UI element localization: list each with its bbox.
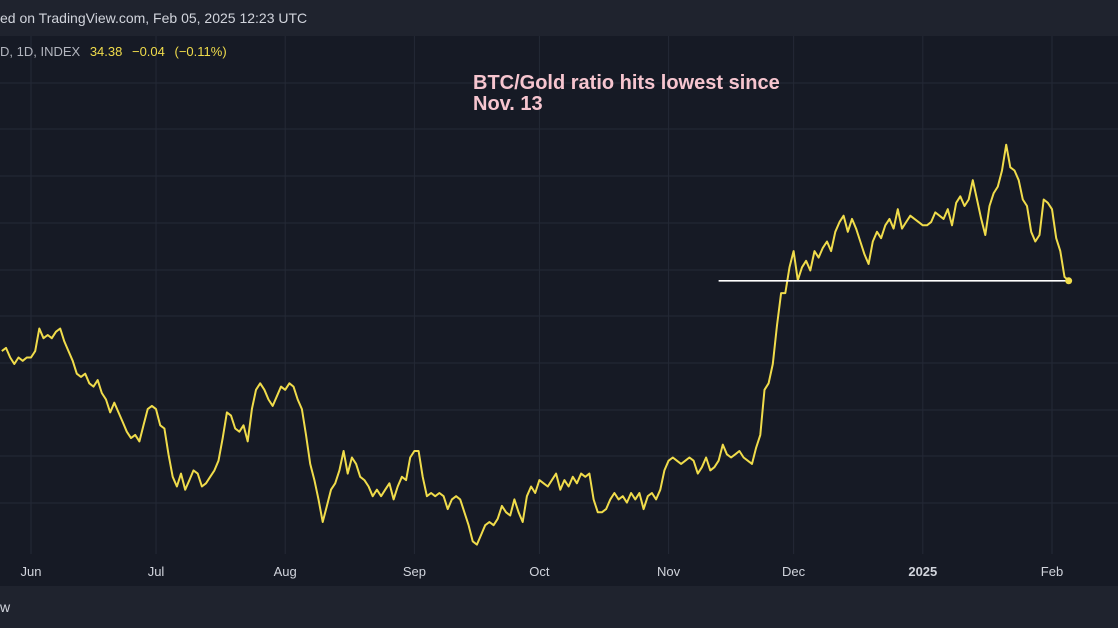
line-chart[interactable]: Jun Jul Aug Sep Oct Nov Dec 2025 Feb (0, 36, 1118, 586)
annotation-line-1: BTC/Gold ratio hits lowest since (473, 72, 780, 94)
last-value-point (1065, 277, 1073, 285)
legend-change-pct: (−0.11%) (174, 44, 227, 59)
x-axis-tick-labels: Jun Jul Aug Sep Oct Nov Dec 2025 Feb (21, 564, 1064, 579)
legend: D, 1D, INDEX 34.38 −0.04 (−0.11%) (0, 42, 227, 62)
x-tick-label-jul: Jul (148, 564, 165, 579)
x-tick-label-oct: Oct (529, 564, 550, 579)
legend-change: −0.04 (131, 44, 165, 59)
x-tick-label-feb: Feb (1041, 564, 1063, 579)
x-tick-label-dec: Dec (782, 564, 806, 579)
chart-annotation: BTC/Gold ratio hits lowest since Nov. 13 (473, 73, 833, 115)
series-line-btc-gold (1, 143, 1070, 546)
x-tick-label-aug: Aug (274, 564, 297, 579)
annotation-line-2: Nov. 13 (473, 93, 543, 115)
header-text: ed on TradingView.com, Feb 05, 2025 12:2… (0, 10, 308, 26)
legend-last-value: 34.38 (89, 44, 123, 59)
x-tick-label-2025: 2025 (908, 564, 937, 579)
legend-symbol: D, 1D, INDEX (0, 44, 81, 59)
footer-bar: w (0, 586, 1118, 628)
x-tick-label-sep: Sep (403, 564, 426, 579)
x-tick-label-nov: Nov (657, 564, 681, 579)
x-tick-label-jun: Jun (21, 564, 42, 579)
header-bar: ed on TradingView.com, Feb 05, 2025 12:2… (0, 0, 1118, 36)
grid-lines (0, 36, 1118, 554)
footer-text: w (0, 599, 11, 615)
